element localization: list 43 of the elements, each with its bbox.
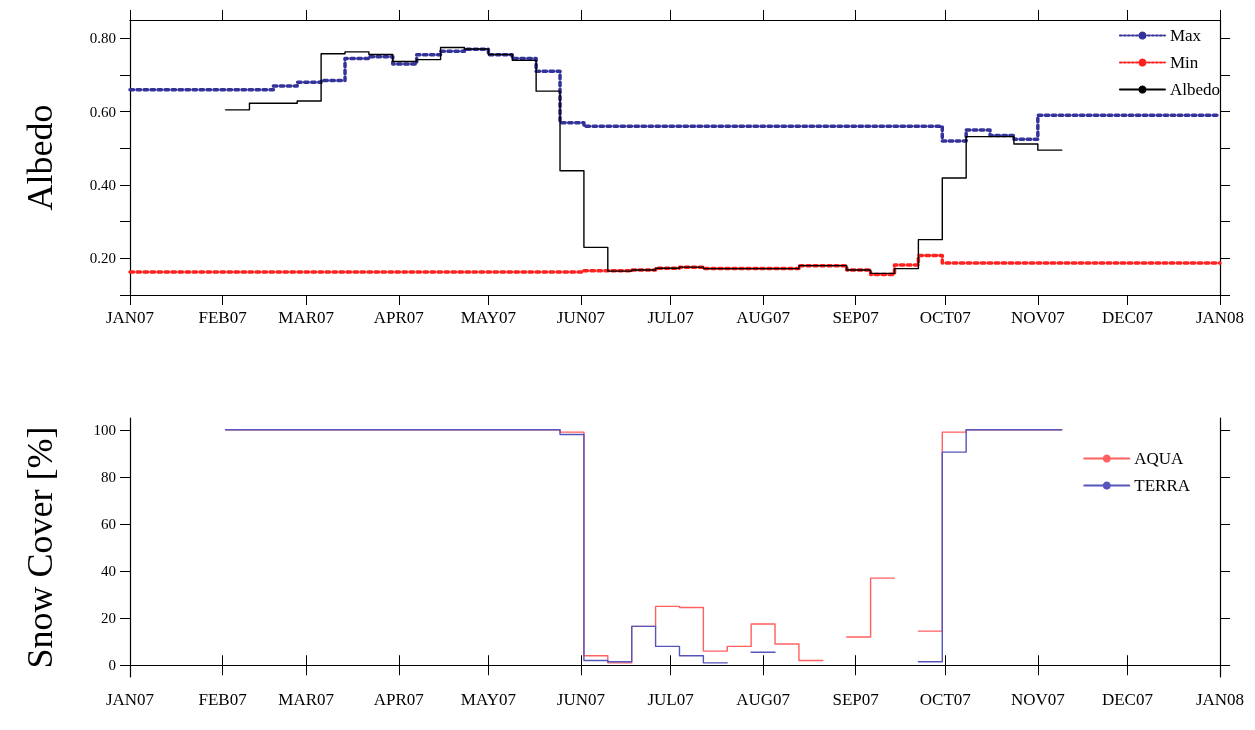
x-tick-label: JAN07: [105, 308, 155, 327]
x-tick-label: JAN08: [1195, 308, 1245, 327]
x-tick-label: MAY07: [460, 690, 517, 709]
x-tick-label: JUL07: [647, 308, 695, 327]
x-tick-label: JAN08: [1195, 690, 1245, 709]
x-tick-label: MAR07: [278, 308, 335, 327]
y-axis-title: Albedo: [20, 104, 60, 211]
legend-label: Min: [1169, 53, 1199, 72]
x-tick-label: JAN07: [105, 690, 155, 709]
x-tick-label: SEP07: [832, 308, 880, 327]
y-tick-label: 80: [101, 468, 116, 485]
x-tick-label: FEB07: [198, 308, 248, 327]
y-tick-label: 20: [101, 610, 116, 627]
y-tick-label: 0.60: [89, 103, 116, 120]
x-tick-label: DEC07: [1101, 690, 1154, 709]
x-tick-label: JUN07: [556, 308, 606, 327]
legend-label: AQUA: [1134, 449, 1185, 468]
x-tick-label: JUL07: [647, 690, 695, 709]
x-tick-label: JUN07: [556, 690, 606, 709]
x-tick-label: AUG07: [736, 690, 791, 709]
x-tick-label: MAR07: [278, 690, 335, 709]
x-tick-label: APR07: [373, 690, 425, 709]
legend-label: TERRA: [1134, 476, 1191, 495]
x-tick-label: APR07: [373, 308, 425, 327]
y-tick-label: 0: [108, 657, 116, 674]
y-tick-label: 0.20: [89, 250, 116, 267]
y-tick-label: 0.40: [89, 177, 116, 193]
y-tick-label: 60: [101, 515, 116, 532]
x-tick-label: DEC07: [1101, 308, 1154, 327]
legend-label: Albedo: [1169, 80, 1220, 99]
x-tick-label: NOV07: [1010, 308, 1066, 327]
x-tick-label: AUG07: [736, 308, 791, 327]
y-axis-title: Snow Cover [%]: [20, 426, 60, 669]
x-tick-label: FEB07: [198, 690, 248, 709]
legend-label: Max: [1169, 26, 1202, 45]
x-tick-label: NOV07: [1010, 690, 1066, 709]
y-tick-label: 0.80: [89, 30, 116, 47]
x-tick-label: SEP07: [832, 690, 880, 709]
x-tick-label: MAY07: [460, 308, 517, 327]
y-tick-label: 100: [93, 421, 116, 438]
x-tick-label: OCT07: [919, 308, 972, 327]
y-tick-label: 40: [101, 563, 116, 580]
x-tick-label: OCT07: [919, 690, 972, 709]
